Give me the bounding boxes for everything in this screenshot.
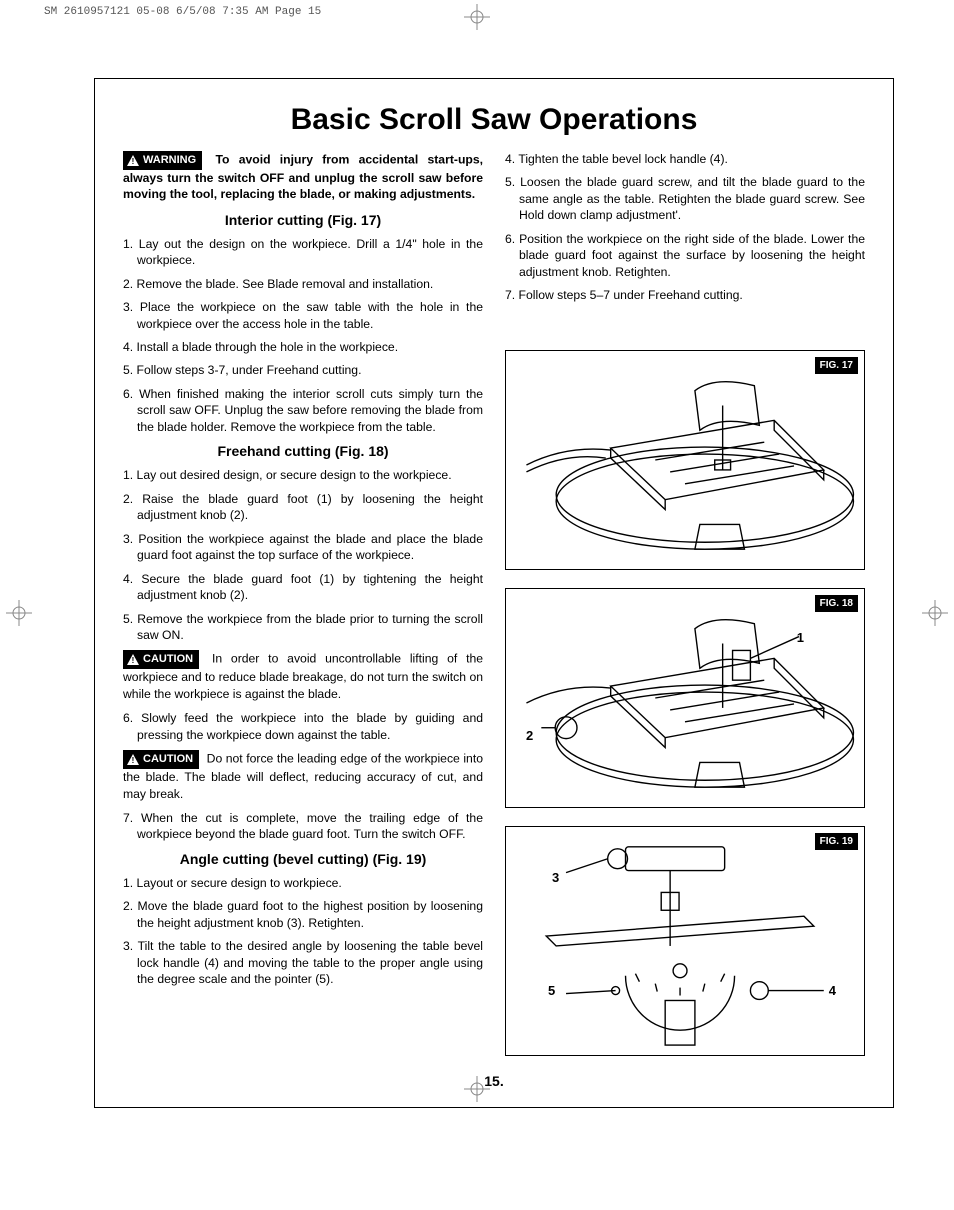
figure-17: FIG. 17 — [505, 350, 865, 570]
callout-4: 4 — [829, 982, 836, 1000]
alert-icon: ! — [127, 155, 139, 166]
interior-heading: Interior cutting (Fig. 17) — [123, 211, 483, 230]
callout-1: 1 — [797, 629, 804, 647]
caution-block-1: ! CAUTION In order to avoid uncontrollab… — [123, 650, 483, 702]
list-item: 5. Follow steps 3-7, under Freehand cutt… — [123, 362, 483, 378]
svg-text:!: ! — [132, 656, 135, 665]
svg-text:!: ! — [132, 157, 135, 166]
warning-label: WARNING — [143, 153, 196, 168]
list-item: 2. Raise the blade guard foot (1) by loo… — [123, 491, 483, 524]
list-item: 5. Remove the workpiece from the blade p… — [123, 611, 483, 644]
list-item: 2. Remove the blade. See Blade removal a… — [123, 276, 483, 292]
figure-18: FIG. 18 1 2 — [505, 588, 865, 808]
caution-badge: ! CAUTION — [123, 650, 199, 669]
callout-2: 2 — [526, 727, 533, 745]
freehand-step6: 6. Slowly feed the workpiece into the bl… — [123, 710, 483, 743]
angle-steps-left: 1. Layout or secure design to workpiece.… — [123, 875, 483, 988]
list-item: 7. Follow steps 5–7 under Freehand cutti… — [505, 287, 865, 303]
list-item: 1. Layout or secure design to workpiece. — [123, 875, 483, 891]
alert-icon: ! — [127, 754, 139, 765]
scroll-saw-illustration-icon — [506, 351, 864, 569]
list-item: 6. Slowly feed the workpiece into the bl… — [123, 710, 483, 743]
list-item: 6. When finished making the interior scr… — [123, 386, 483, 435]
list-item: 2. Move the blade guard foot to the high… — [123, 898, 483, 931]
right-column: 4. Tighten the table bevel lock handle (… — [505, 151, 865, 1074]
freehand-heading: Freehand cutting (Fig. 18) — [123, 442, 483, 461]
registration-mark-icon — [464, 4, 490, 30]
figure-19: FIG. 19 3 4 5 — [505, 826, 865, 1056]
freehand-step7: 7. When the cut is complete, move the tr… — [123, 810, 483, 843]
angle-steps-right: 4. Tighten the table bevel lock handle (… — [505, 151, 865, 304]
list-item: 1. Lay out desired design, or secure des… — [123, 467, 483, 483]
list-item: 5. Loosen the blade guard screw, and til… — [505, 174, 865, 223]
list-item: 6. Position the workpiece on the right s… — [505, 231, 865, 280]
warning-block: ! WARNING To avoid injury from accidenta… — [123, 151, 483, 203]
list-item: 7. When the cut is complete, move the tr… — [123, 810, 483, 843]
caution-badge: ! CAUTION — [123, 750, 199, 769]
list-item: 4. Secure the blade guard foot (1) by ti… — [123, 571, 483, 604]
page-title: Basic Scroll Saw Operations — [123, 103, 865, 137]
list-item: 1. Lay out the design on the workpiece. … — [123, 236, 483, 269]
scroll-saw-illustration-icon — [506, 589, 864, 807]
list-item: 4. Install a blade through the hole in t… — [123, 339, 483, 355]
caution-label: CAUTION — [143, 652, 193, 667]
callout-3: 3 — [552, 869, 559, 887]
caution-block-2: ! CAUTION Do not force the leading edge … — [123, 750, 483, 802]
angle-heading: Angle cutting (bevel cutting) (Fig. 19) — [123, 850, 483, 869]
left-column: ! WARNING To avoid injury from accidenta… — [123, 151, 483, 1074]
warning-badge: ! WARNING — [123, 151, 202, 170]
interior-steps: 1. Lay out the design on the workpiece. … — [123, 236, 483, 436]
list-item: 3. Place the workpiece on the saw table … — [123, 299, 483, 332]
registration-mark-icon — [6, 600, 32, 626]
figure-label: FIG. 19 — [815, 833, 858, 851]
list-item: 3. Position the workpiece against the bl… — [123, 531, 483, 564]
callout-5: 5 — [548, 982, 555, 1000]
registration-mark-icon — [922, 600, 948, 626]
page-number: 15. — [484, 1073, 503, 1089]
page-frame: Basic Scroll Saw Operations ! WARNING To… — [94, 78, 894, 1108]
list-item: 3. Tilt the table to the desired angle b… — [123, 938, 483, 987]
list-item: 4. Tighten the table bevel lock handle (… — [505, 151, 865, 167]
svg-text:!: ! — [132, 756, 135, 765]
figure-label: FIG. 17 — [815, 357, 858, 375]
caution-label: CAUTION — [143, 752, 193, 767]
freehand-steps: 1. Lay out desired design, or secure des… — [123, 467, 483, 643]
figure-label: FIG. 18 — [815, 595, 858, 613]
alert-icon: ! — [127, 654, 139, 665]
scroll-saw-bevel-illustration-icon — [506, 827, 864, 1055]
